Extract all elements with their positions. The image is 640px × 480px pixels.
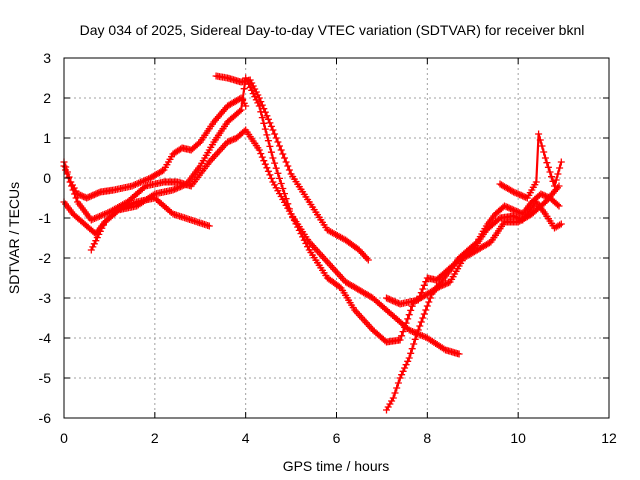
series-track-8 <box>496 130 565 202</box>
x-tick-label: 4 <box>242 430 250 446</box>
x-axis-label: GPS time / hours <box>283 458 390 474</box>
x-tick-label: 0 <box>60 430 68 446</box>
y-tick-label: -4 <box>39 330 52 346</box>
x-tick-label: 12 <box>601 430 617 446</box>
x-tick-label: 2 <box>151 430 159 446</box>
series-track-3 <box>60 126 463 358</box>
chart-title: Day 034 of 2025, Sidereal Day-to-day VTE… <box>80 22 585 38</box>
series-markers <box>87 74 563 346</box>
y-tick-label: -5 <box>39 370 52 386</box>
y-axis-label: SDTVAR / TECUs <box>6 182 22 294</box>
series-markers <box>212 72 372 264</box>
y-tick-label: -1 <box>39 210 52 226</box>
data-series <box>60 72 565 414</box>
series-line <box>90 76 560 344</box>
y-tick-label: 1 <box>43 130 51 146</box>
y-tick-label: 0 <box>43 170 51 186</box>
x-tick-label: 6 <box>333 430 341 446</box>
y-tick-label: 3 <box>43 50 51 66</box>
x-tick-label: 8 <box>423 430 431 446</box>
series-markers <box>383 198 565 308</box>
series-track-4 <box>212 72 372 264</box>
series-track-1 <box>60 194 213 238</box>
series-markers <box>496 130 565 202</box>
grid-lines <box>64 58 609 418</box>
y-tick-label: 2 <box>43 90 51 106</box>
series-markers <box>60 194 213 238</box>
series-track-7 <box>383 198 565 308</box>
y-tick-label: -3 <box>39 290 52 306</box>
y-tick-label: -2 <box>39 250 52 266</box>
series-line <box>215 74 370 261</box>
series-track-5 <box>87 74 563 346</box>
y-tick-label: -6 <box>39 410 52 426</box>
x-tick-label: 10 <box>510 430 526 446</box>
series-markers <box>60 126 463 358</box>
